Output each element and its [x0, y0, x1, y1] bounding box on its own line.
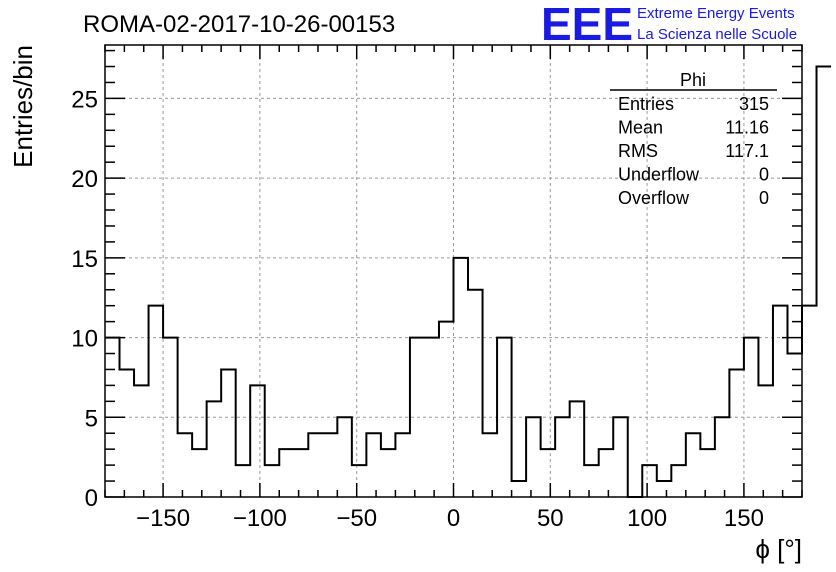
x-tick-label: 100: [627, 505, 667, 532]
y-tick-label: 5: [85, 405, 98, 432]
stats-row-label: Underflow: [618, 165, 700, 185]
logo-line-1: Extreme Energy Events: [637, 5, 795, 22]
stats-row-label: RMS: [618, 141, 658, 161]
x-tick-label: 50: [537, 505, 564, 532]
axis-ticks: [104, 45, 803, 498]
y-axis-label: Entries/bin: [8, 45, 38, 168]
stats-row-value: 315: [739, 94, 769, 114]
stats-row-label: Mean: [618, 118, 663, 138]
x-tick-label: 150: [724, 505, 764, 532]
y-tick-label: 10: [71, 326, 98, 353]
y-tick-label: 15: [71, 246, 98, 273]
stats-row-value: 117.1: [725, 141, 769, 161]
stats-row-value: 11.16: [725, 118, 769, 138]
stats-rows: Entries 315 Mean 11.16 RMS 117.1 Underflow 0 Ove…: [618, 94, 769, 208]
y-tick-labels: 0 5 10 15 20 25: [71, 86, 98, 512]
logo-letters: EEE: [541, 0, 633, 50]
x-tick-label: −50: [336, 505, 377, 532]
y-tick-label: 20: [71, 166, 98, 193]
x-tick-labels: −150 −100 −50 0 50 100 150: [136, 505, 764, 532]
y-tick-label: 0: [85, 485, 98, 512]
stats-row-value: 0: [759, 188, 769, 208]
stats-row-value: 0: [759, 165, 769, 185]
x-tick-label: 0: [447, 505, 460, 532]
logo-line-2: La Scienza nelle Scuole: [637, 26, 797, 43]
x-tick-label: −150: [136, 505, 190, 532]
histogram-line: [105, 65, 832, 498]
stats-row-label: Entries: [618, 94, 674, 114]
stats-name: Phi: [680, 70, 706, 90]
x-tick-label: −100: [233, 505, 287, 532]
y-tick-label: 25: [71, 86, 98, 113]
stats-row-label: Overflow: [618, 188, 690, 208]
x-axis-label: ϕ [°]: [755, 534, 802, 564]
stats-box: Phi Entries 315 Mean 11.16 RMS 117.1 Underflow…: [610, 70, 777, 208]
run-title: ROMA-02-2017-10-26-00153: [83, 11, 395, 38]
eee-logo: EEE Extreme Energy Events La Scienza nel…: [541, 0, 797, 50]
